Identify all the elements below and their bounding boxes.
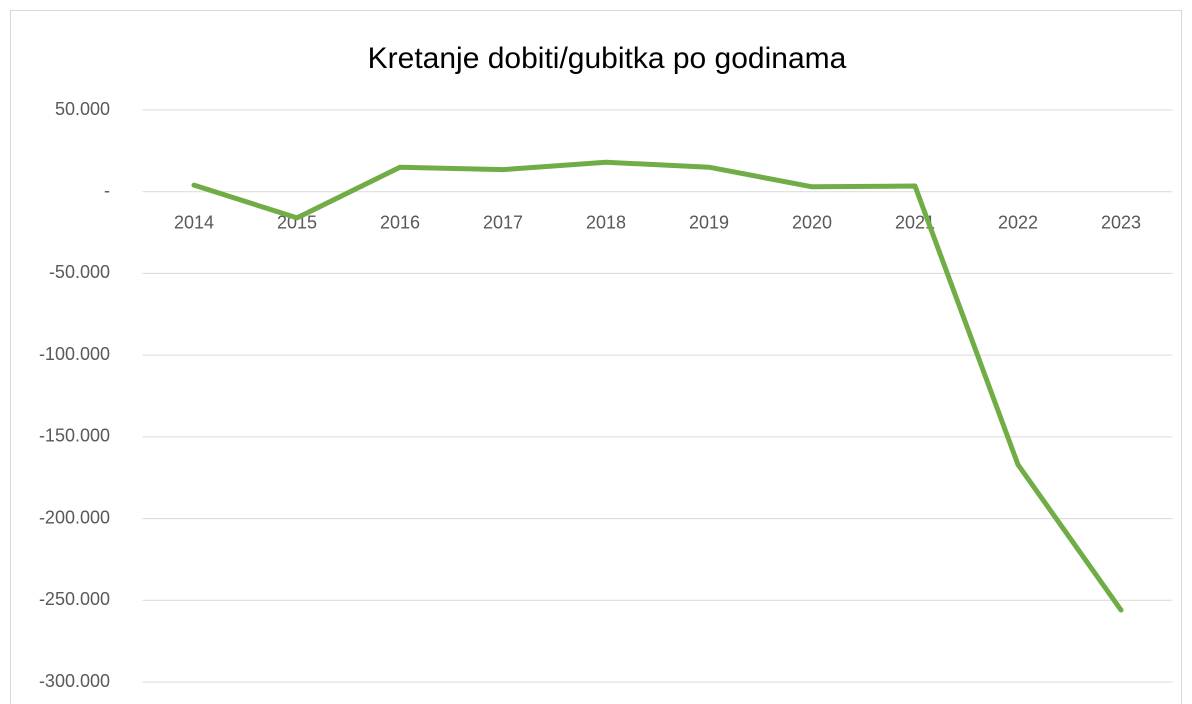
y-tick-label: -100.000 <box>39 344 110 364</box>
x-tick-label: 2016 <box>380 212 420 232</box>
y-tick-label: - <box>104 180 110 200</box>
x-tick-label: 2014 <box>174 212 214 232</box>
x-tick-label: 2018 <box>586 212 626 232</box>
x-tick-label: 2015 <box>277 212 317 232</box>
x-tick-label: 2022 <box>998 212 1038 232</box>
y-tick-label: -300.000 <box>39 671 110 691</box>
y-tick-label: -250.000 <box>39 589 110 609</box>
x-tick-label: 2017 <box>483 212 523 232</box>
y-tick-label: -150.000 <box>39 426 110 446</box>
chart-title: Kretanje dobiti/gubitka po godinama <box>368 42 847 75</box>
chart-border <box>10 10 1182 704</box>
line-series <box>191 159 1124 613</box>
y-tick-label: 50.000 <box>55 99 110 119</box>
y-tick-label: -50.000 <box>49 262 110 282</box>
x-tick-label: 2019 <box>689 212 729 232</box>
x-tick-label: 2023 <box>1101 212 1141 232</box>
x-tick-label: 2020 <box>792 212 832 232</box>
y-tick-label: -200.000 <box>39 507 110 527</box>
